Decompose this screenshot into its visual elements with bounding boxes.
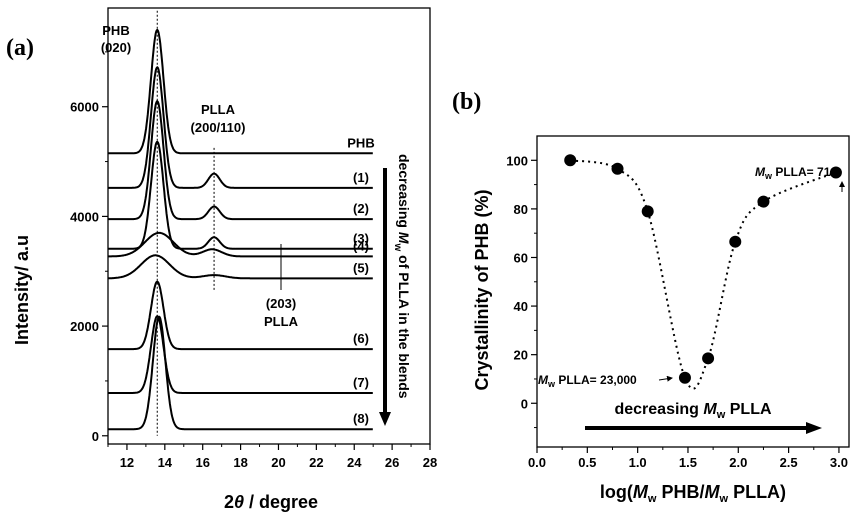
ticks-b: 0.0 0.5 1.0 1.5 2.0 2.5 3.0 0 20 40 60 80 100 bbox=[506, 153, 848, 470]
data-point bbox=[611, 162, 624, 175]
y-tick-label-b: 100 bbox=[506, 153, 528, 168]
series-curve-a bbox=[108, 140, 373, 250]
panel-a: (a) Intensity/ a.u 2θ / degree 12 14 16 18 2… bbox=[6, 7, 437, 512]
y-tick-label-b: 20 bbox=[514, 348, 528, 363]
x-axis-title-a: 2θ / degree bbox=[224, 492, 318, 512]
ticks-a: 12 14 16 18 20 22 24 26 28 0 2000 4000 6000 bbox=[70, 51, 437, 470]
y-tick-label-a: 6000 bbox=[70, 100, 99, 115]
y-tick-label-b: 40 bbox=[514, 299, 528, 314]
series-label-a: PHB bbox=[347, 135, 374, 150]
x-tick-label-b: 2.5 bbox=[780, 455, 798, 470]
dotted-trend-curve bbox=[570, 159, 837, 390]
series-curve-a bbox=[108, 100, 373, 221]
series-label-a: (1) bbox=[353, 170, 369, 185]
curve-labels-a: PHB (1) (2) (3)(4) (5) (6) (7) (8) bbox=[347, 135, 374, 426]
x-tick-label-a: 28 bbox=[423, 455, 437, 470]
annotation-mw-23000: Mw PLLA= 23,000 bbox=[538, 373, 637, 389]
decreasing-arrow-label-a: decreasing Mw of PLLA in the blends bbox=[392, 154, 412, 399]
annotation-plla-203-line2: PLLA bbox=[264, 314, 299, 329]
y-axis-title-a: Intensity/ a.u bbox=[12, 235, 32, 345]
data-point bbox=[729, 235, 742, 248]
annotation-plla-200-110-line2: (200/110) bbox=[191, 120, 246, 135]
panel-b-label: (b) bbox=[452, 89, 481, 115]
series-label-a: (6) bbox=[353, 331, 369, 346]
series-curve-a bbox=[108, 280, 373, 351]
series-label-a: (2) bbox=[353, 201, 369, 216]
panel-a-label: (a) bbox=[6, 35, 34, 61]
series-label-a: (4) bbox=[353, 238, 369, 253]
annotation-phb-020-line1: PHB bbox=[102, 23, 129, 38]
annotation-mw-23000-arrow bbox=[658, 375, 673, 382]
reference-lines-a bbox=[156, 10, 215, 436]
x-tick-label-b: 1.0 bbox=[629, 455, 647, 470]
x-tick-label-a: 14 bbox=[158, 455, 173, 470]
data-point bbox=[829, 166, 842, 179]
y-tick-label-a: 4000 bbox=[70, 209, 99, 224]
x-tick-label-a: 18 bbox=[233, 455, 247, 470]
series-curve-a bbox=[108, 254, 373, 280]
x-axis-title-b: log(Mw PHB/Mw PLLA) bbox=[600, 482, 786, 505]
annotation-phb-020-line2: (020) bbox=[101, 40, 131, 55]
x-tick-label-a: 24 bbox=[347, 455, 362, 470]
data-point bbox=[702, 352, 715, 365]
plot-frame-b bbox=[536, 135, 850, 448]
y-tick-label-b: 80 bbox=[514, 202, 528, 217]
series-label-a: (7) bbox=[353, 375, 369, 390]
x-tick-label-b: 0.5 bbox=[578, 455, 596, 470]
y-tick-label-a: 0 bbox=[92, 429, 99, 444]
x-tick-label-a: 12 bbox=[120, 455, 134, 470]
annotation-mw-710: Mw PLLA= 710 bbox=[755, 165, 837, 181]
series-label-a: (8) bbox=[353, 411, 369, 426]
y-tick-label-b: 60 bbox=[514, 250, 528, 265]
x-tick-label-b: 2.0 bbox=[729, 455, 747, 470]
series-curve-a bbox=[108, 315, 373, 394]
decreasing-label-b: decreasing Mw PLLA bbox=[614, 401, 771, 421]
x-tick-label-a: 16 bbox=[195, 455, 209, 470]
decreasing-arrow-head-a bbox=[379, 412, 391, 426]
x-tick-label-a: 20 bbox=[271, 455, 285, 470]
y-tick-label-a: 2000 bbox=[70, 319, 99, 334]
series-curve-a bbox=[108, 28, 373, 155]
series-label-a: (5) bbox=[353, 260, 369, 275]
curves-a bbox=[108, 28, 373, 431]
x-tick-label-a: 26 bbox=[385, 455, 399, 470]
x-tick-label-a: 22 bbox=[309, 455, 323, 470]
series-curve-a bbox=[108, 315, 373, 431]
annotation-plla-203-line1: (203) bbox=[266, 296, 296, 311]
y-tick-label-b: 0 bbox=[521, 396, 528, 411]
panel-b: (b) Crystallinity of PHB (%) log(Mw PHB/… bbox=[452, 89, 850, 505]
series-curve-a bbox=[108, 231, 373, 258]
annotation-plla-200-110-line1: PLLA bbox=[201, 102, 236, 117]
x-tick-label-b: 3.0 bbox=[830, 455, 848, 470]
decreasing-arrow-head-b bbox=[806, 422, 822, 434]
plot-frame-a bbox=[107, 7, 431, 445]
data-point bbox=[564, 154, 577, 167]
y-axis-title-b: Crystallinity of PHB (%) bbox=[472, 189, 492, 390]
series-label-a: (3) bbox=[353, 231, 369, 246]
points-b bbox=[564, 154, 842, 384]
data-point bbox=[641, 205, 654, 218]
data-point bbox=[678, 371, 691, 384]
series-curve-a bbox=[108, 66, 373, 189]
x-tick-label-b: 0.0 bbox=[528, 455, 546, 470]
data-point bbox=[757, 195, 770, 208]
x-tick-label-b: 1.5 bbox=[679, 455, 697, 470]
